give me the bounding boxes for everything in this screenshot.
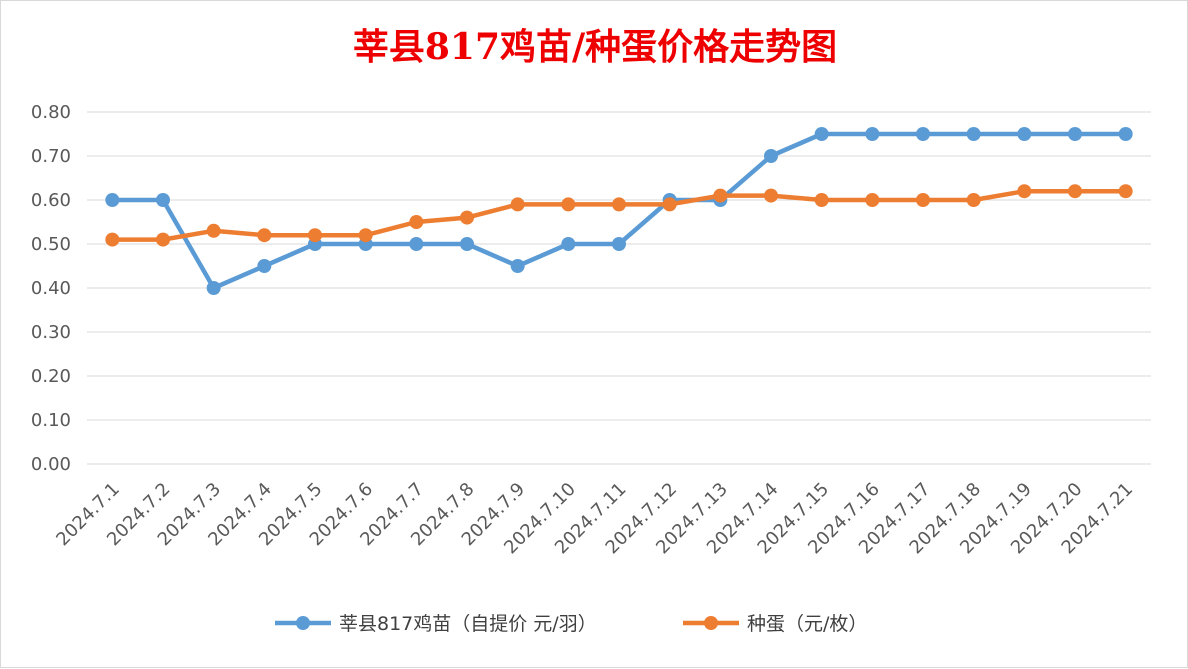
data-point — [713, 188, 728, 203]
x-axis-tick-labels: 2024.7.12024.7.22024.7.32024.7.42024.7.5… — [52, 479, 1137, 559]
data-point — [1017, 127, 1032, 141]
y-tick-label: 0.20 — [31, 366, 71, 387]
legend-label: 莘县817鸡苗（自提价 元/羽） — [339, 613, 597, 635]
y-tick-label: 0.80 — [31, 102, 71, 123]
data-point — [561, 237, 576, 251]
data-point — [409, 215, 424, 229]
data-point — [105, 193, 120, 207]
data-point — [156, 232, 170, 247]
y-tick-label: 0.30 — [31, 322, 71, 343]
data-point — [358, 228, 373, 243]
data-point — [865, 193, 880, 207]
data-point — [966, 127, 981, 141]
data-point — [612, 237, 626, 251]
y-tick-label: 0.00 — [31, 454, 71, 475]
y-tick-label: 0.60 — [31, 190, 71, 211]
y-tick-label: 0.70 — [31, 146, 71, 167]
data-point — [308, 228, 322, 243]
y-tick-label: 0.10 — [31, 410, 71, 431]
data-point — [916, 127, 930, 141]
series-1 — [105, 127, 1133, 295]
legend-label: 种蛋（元/枚） — [747, 613, 867, 635]
legend-swatch-marker — [296, 616, 310, 630]
data-point — [814, 127, 829, 141]
legend: 莘县817鸡苗（自提价 元/羽） 种蛋（元/枚） — [275, 613, 867, 635]
series-2 — [105, 184, 1133, 247]
data-point — [510, 259, 525, 273]
data-point — [460, 237, 474, 251]
data-point — [257, 228, 272, 243]
data-point — [916, 193, 930, 207]
data-point — [865, 127, 880, 141]
legend-item: 种蛋（元/枚） — [683, 613, 867, 635]
y-tick-label: 0.40 — [31, 278, 71, 299]
data-point — [1017, 184, 1032, 199]
data-point — [460, 210, 474, 225]
data-point — [966, 193, 981, 207]
data-point — [764, 149, 778, 163]
y-tick-label: 0.50 — [31, 234, 71, 255]
data-point — [764, 188, 778, 203]
data-point — [206, 223, 221, 238]
data-point — [814, 193, 829, 207]
chart-title: 莘县817鸡苗/种蛋价格走势图 — [353, 26, 837, 68]
data-point — [156, 193, 170, 207]
data-point — [561, 197, 576, 212]
legend-swatch-marker — [704, 616, 718, 630]
data-point — [105, 232, 120, 247]
y-axis-tick-labels: 0.00 0.10 0.20 0.30 0.40 0.50 0.60 0.70 0.80 — [31, 102, 71, 475]
data-point — [206, 281, 221, 295]
gridlines — [87, 111, 1151, 465]
legend-item: 莘县817鸡苗（自提价 元/羽） — [275, 613, 597, 635]
data-point — [409, 237, 424, 251]
data-point — [1068, 127, 1082, 141]
data-point — [510, 197, 525, 212]
data-point — [1118, 184, 1133, 199]
data-point — [662, 197, 677, 212]
data-point — [1118, 127, 1133, 141]
series-lines — [105, 127, 1133, 295]
data-point — [612, 197, 626, 212]
data-point — [257, 259, 272, 273]
data-point — [1068, 184, 1082, 199]
